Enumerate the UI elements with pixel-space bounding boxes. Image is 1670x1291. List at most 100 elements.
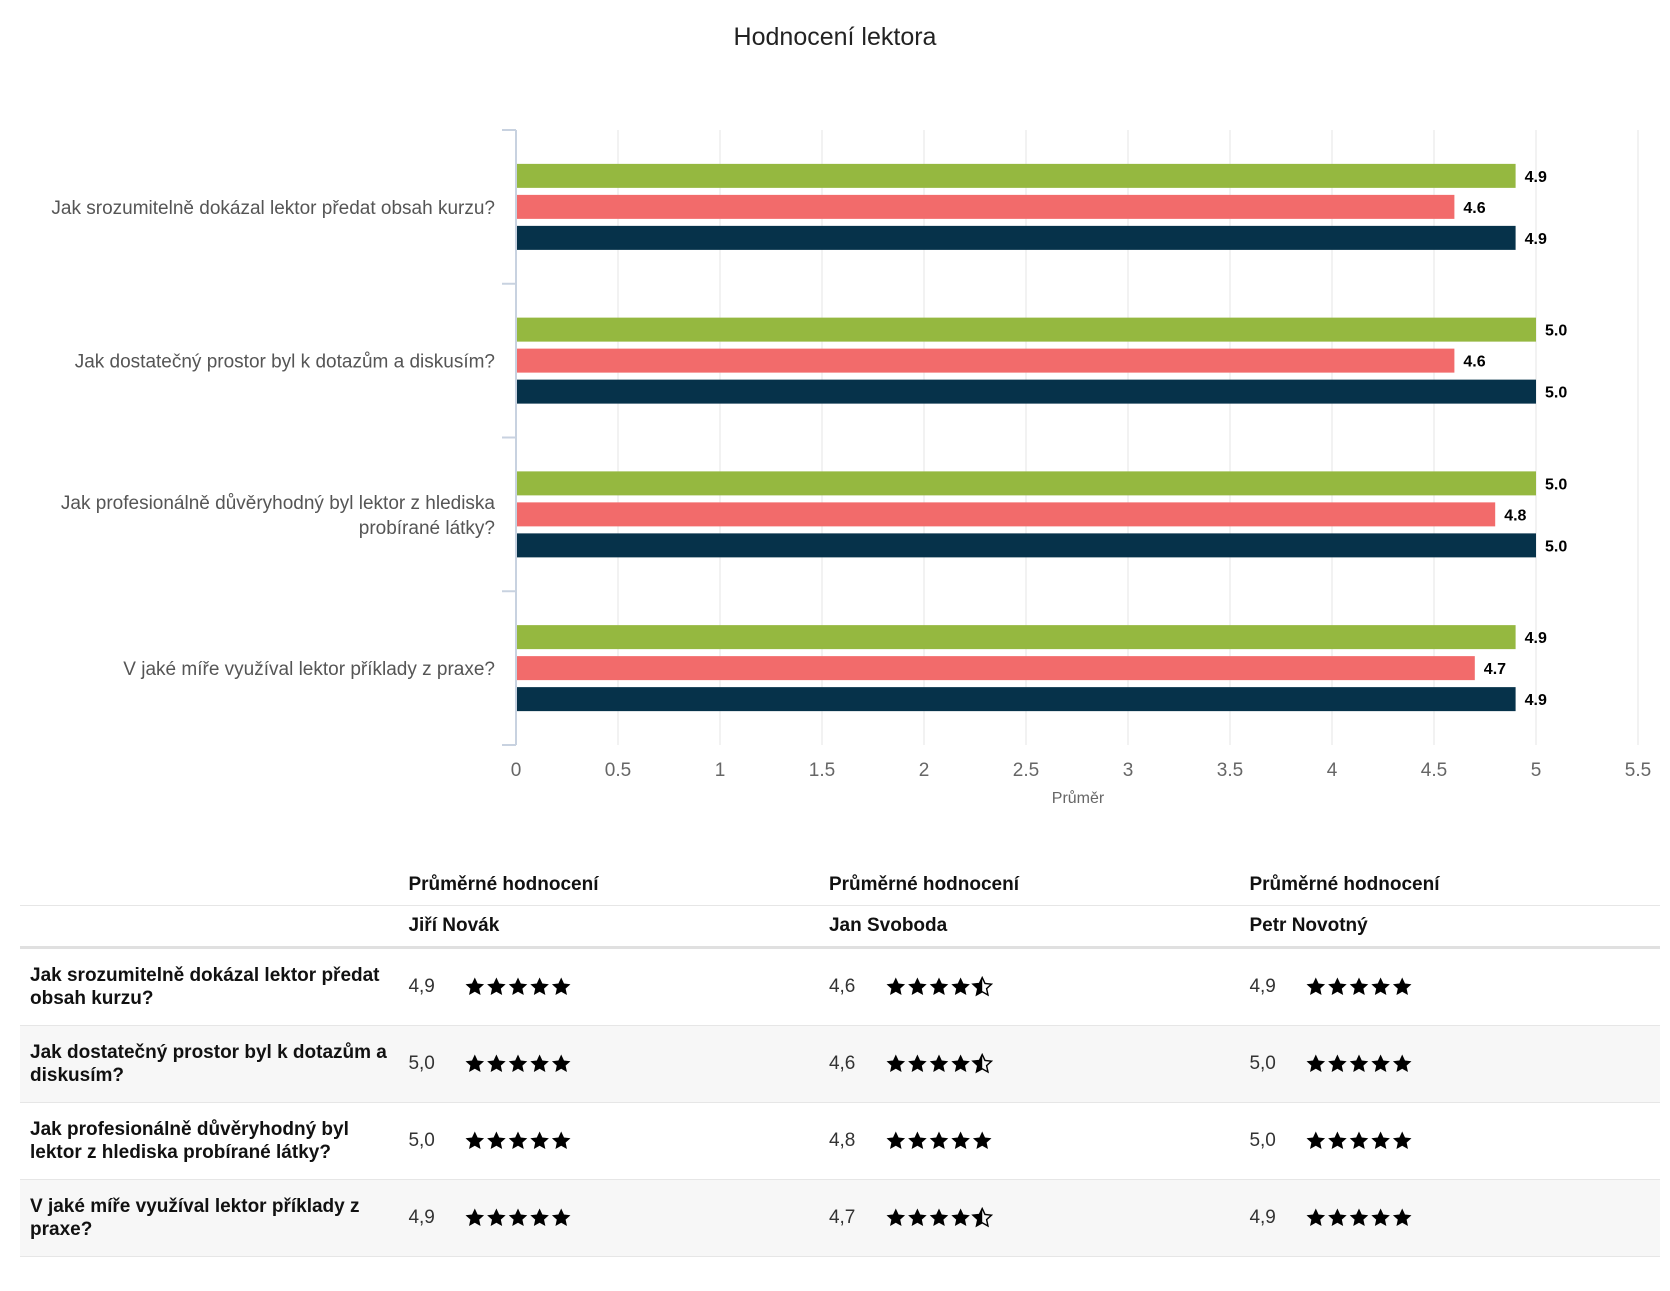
rating-value: 4,9 [408,976,435,998]
star-full-icon [1393,977,1412,996]
bar-chart: Hodnocení lektora 4.94.64.95.04.65.05.04… [51,23,1652,807]
bar [517,533,1536,558]
star-full-icon [1371,1054,1391,1073]
category-label: Jak srozumitelně dokázal lektor předat o… [51,198,495,219]
star-rating-icon [886,1052,994,1074]
star-full-icon [929,1131,949,1150]
star-full-icon [465,1054,485,1073]
star-rating-icon [1306,1131,1412,1150]
empty-header-cell [20,865,399,906]
category-label: Jak dostatečný prostor byl k dotazům a d… [75,352,495,373]
star-full-icon [951,977,970,996]
star-full-icon [1393,1208,1412,1227]
column-header-label: Průměrné hodnocení [398,865,819,906]
bar [517,163,1516,188]
star-full-icon [886,1208,906,1227]
lecturer-name: Jan Svoboda [818,905,1240,949]
star-full-icon [487,1131,507,1150]
star-full-icon [908,1054,927,1073]
star-half-icon [971,1206,994,1228]
lecturer-name: Petr Novotný [1239,905,1660,949]
rating-cell: 4,9 [398,1179,819,1257]
star-rating [885,1206,994,1230]
bar [517,502,1496,527]
star-rating-icon [465,1131,571,1150]
rating-cell: 5,0 [1239,1102,1660,1180]
star-rating-icon [465,977,571,996]
x-tick-label: 4.5 [1421,760,1447,781]
rating-cell: 4,9 [1239,1179,1660,1257]
table-row: Jak dostatečný prostor byl k dotazům a d… [20,1025,1660,1103]
rating-cell: 5,0 [1239,1025,1660,1103]
rating-value: 4,6 [828,1053,856,1075]
star-full-icon [886,977,906,996]
bar-value-label: 4.9 [1525,169,1547,186]
star-rating [1305,975,1413,999]
x-tick-labels: 0 0.5 1 1.5 2 2.5 3 3.5 4 4.5 5 5.5 [511,760,1652,781]
star-half-icon [971,975,994,997]
star-full-icon [1350,1054,1369,1073]
star-full-icon [951,1208,970,1227]
question-cell: V jaké míře využíval lektor příklady z p… [20,1179,399,1257]
bar-value-label: 4.8 [1504,507,1526,524]
star-full-icon [552,1054,571,1073]
star-full-icon [530,1208,550,1227]
bar-value-label: 5.0 [1545,323,1567,340]
column-header-label: Průměrné hodnocení [818,865,1240,906]
star-rating-icon [1306,1054,1412,1073]
star-full-icon [1371,1208,1391,1227]
x-axis-title: Průměr [1052,789,1105,807]
star-full-icon [1328,977,1348,996]
rating-value: 5,0 [1249,1130,1276,1152]
star-full-icon [951,1054,970,1073]
bar-value-label: 5.0 [1545,385,1567,402]
star-full-icon [552,1208,571,1227]
table-header-row: Průměrné hodnocení Průměrné hodnocení Pr… [20,865,1660,906]
bar [517,194,1455,219]
rating-value: 5,0 [1249,1053,1276,1075]
rating-cell: 4,8 [818,1102,1240,1180]
x-tick-label: 5 [1531,760,1542,781]
star-full-icon [1328,1131,1348,1150]
star-rating [885,1052,994,1076]
star-full-icon [487,977,507,996]
bar-value-label: 4.9 [1525,692,1547,709]
x-tick-label: 5.5 [1625,760,1651,781]
rating-cell: 4,6 [818,947,1240,1026]
rating-cell: 4,9 [398,947,819,1026]
star-rating-icon [886,975,994,997]
star-full-icon [509,1131,528,1150]
bar [517,379,1536,404]
star-rating [1305,1052,1413,1076]
star-full-icon [1306,1208,1326,1227]
star-full-icon [908,1131,927,1150]
grid-lines [617,130,1639,745]
star-rating [464,1129,572,1153]
star-full-icon [509,1208,528,1227]
star-full-icon [1328,1208,1348,1227]
table-row: Jak srozumitelně dokázal lektor předat o… [20,947,1660,1026]
x-tick-label: 3.5 [1217,760,1243,781]
x-tick-label: 2 [919,760,930,781]
star-rating [1305,1129,1413,1153]
star-rating-icon [465,1054,571,1073]
x-tick-label: 1.5 [809,760,835,781]
question-cell: Jak profesionálně důvěryhodný byl lektor… [20,1102,399,1180]
bar [517,348,1455,373]
bar-value-label: 4.9 [1525,231,1547,248]
star-full-icon [465,1208,485,1227]
star-rating [1305,1206,1413,1230]
column-header-label: Průměrné hodnocení [1239,865,1660,906]
star-full-icon [1350,1208,1369,1227]
category-labels: Jak srozumitelně dokázal lektor předat o… [51,198,495,680]
star-rating [464,975,572,999]
question-cell: Jak srozumitelně dokázal lektor předat o… [20,947,399,1026]
x-tick-label: 0 [511,760,522,781]
star-full-icon [552,1131,571,1150]
star-full-icon [1393,1054,1412,1073]
star-rating-icon [1306,977,1412,996]
star-rating [885,1129,993,1153]
star-full-icon [530,1054,550,1073]
category-label-line: probírané látky? [359,518,495,539]
star-half-icon [971,1052,994,1074]
